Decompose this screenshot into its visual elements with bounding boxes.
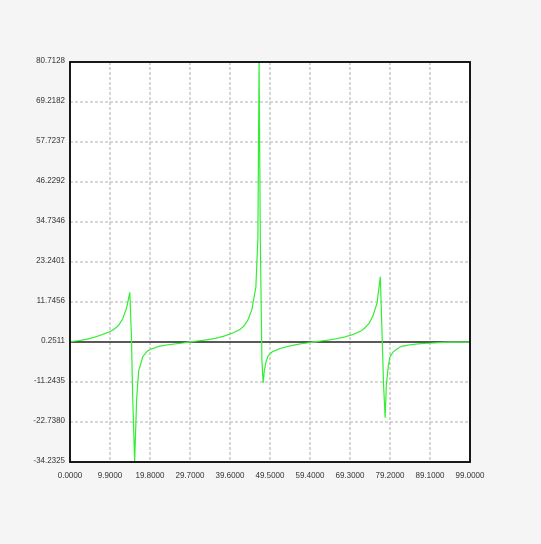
y-tick-label: 69.2182 bbox=[36, 96, 65, 105]
plot-border bbox=[69, 61, 471, 463]
y-tick-label: 23.2401 bbox=[36, 256, 65, 265]
y-tick-label: -34.2325 bbox=[33, 456, 65, 465]
y-tick-label: 34.7346 bbox=[36, 216, 65, 225]
x-tick-label: 99.0000 bbox=[456, 471, 485, 480]
x-tick-label: 79.2000 bbox=[376, 471, 405, 480]
y-axis-tick-labels: 80.7128 69.2182 57.7237 46.2292 34.7346 23.24… bbox=[33, 56, 65, 465]
y-tick-label: 11.7456 bbox=[37, 296, 66, 305]
y-tick-label: 57.7237 bbox=[36, 136, 65, 145]
x-tick-label: 89.1000 bbox=[416, 471, 445, 480]
x-tick-label: 39.6000 bbox=[216, 471, 245, 480]
y-tick-label: 46.2292 bbox=[36, 176, 65, 185]
x-tick-label: 59.4000 bbox=[296, 471, 325, 480]
y-tick-label: -11.2435 bbox=[34, 376, 66, 385]
y-tick-label: 0.2511 bbox=[41, 336, 65, 345]
x-tick-label: 9.9000 bbox=[98, 471, 123, 480]
y-tick-label: -22.7380 bbox=[33, 416, 65, 425]
x-tick-label: 49.5000 bbox=[256, 471, 285, 480]
x-axis-tick-labels: 0.0000 9.9000 19.8000 29.7000 39.6000 49.5000… bbox=[58, 471, 485, 480]
x-tick-label: 19.8000 bbox=[136, 471, 165, 480]
x-tick-label: 29.7000 bbox=[176, 471, 205, 480]
x-tick-label: 69.3000 bbox=[336, 471, 365, 480]
y-tick-label: 80.7128 bbox=[36, 56, 65, 65]
x-tick-label: 0.0000 bbox=[58, 471, 83, 480]
series-line bbox=[69, 62, 470, 462]
